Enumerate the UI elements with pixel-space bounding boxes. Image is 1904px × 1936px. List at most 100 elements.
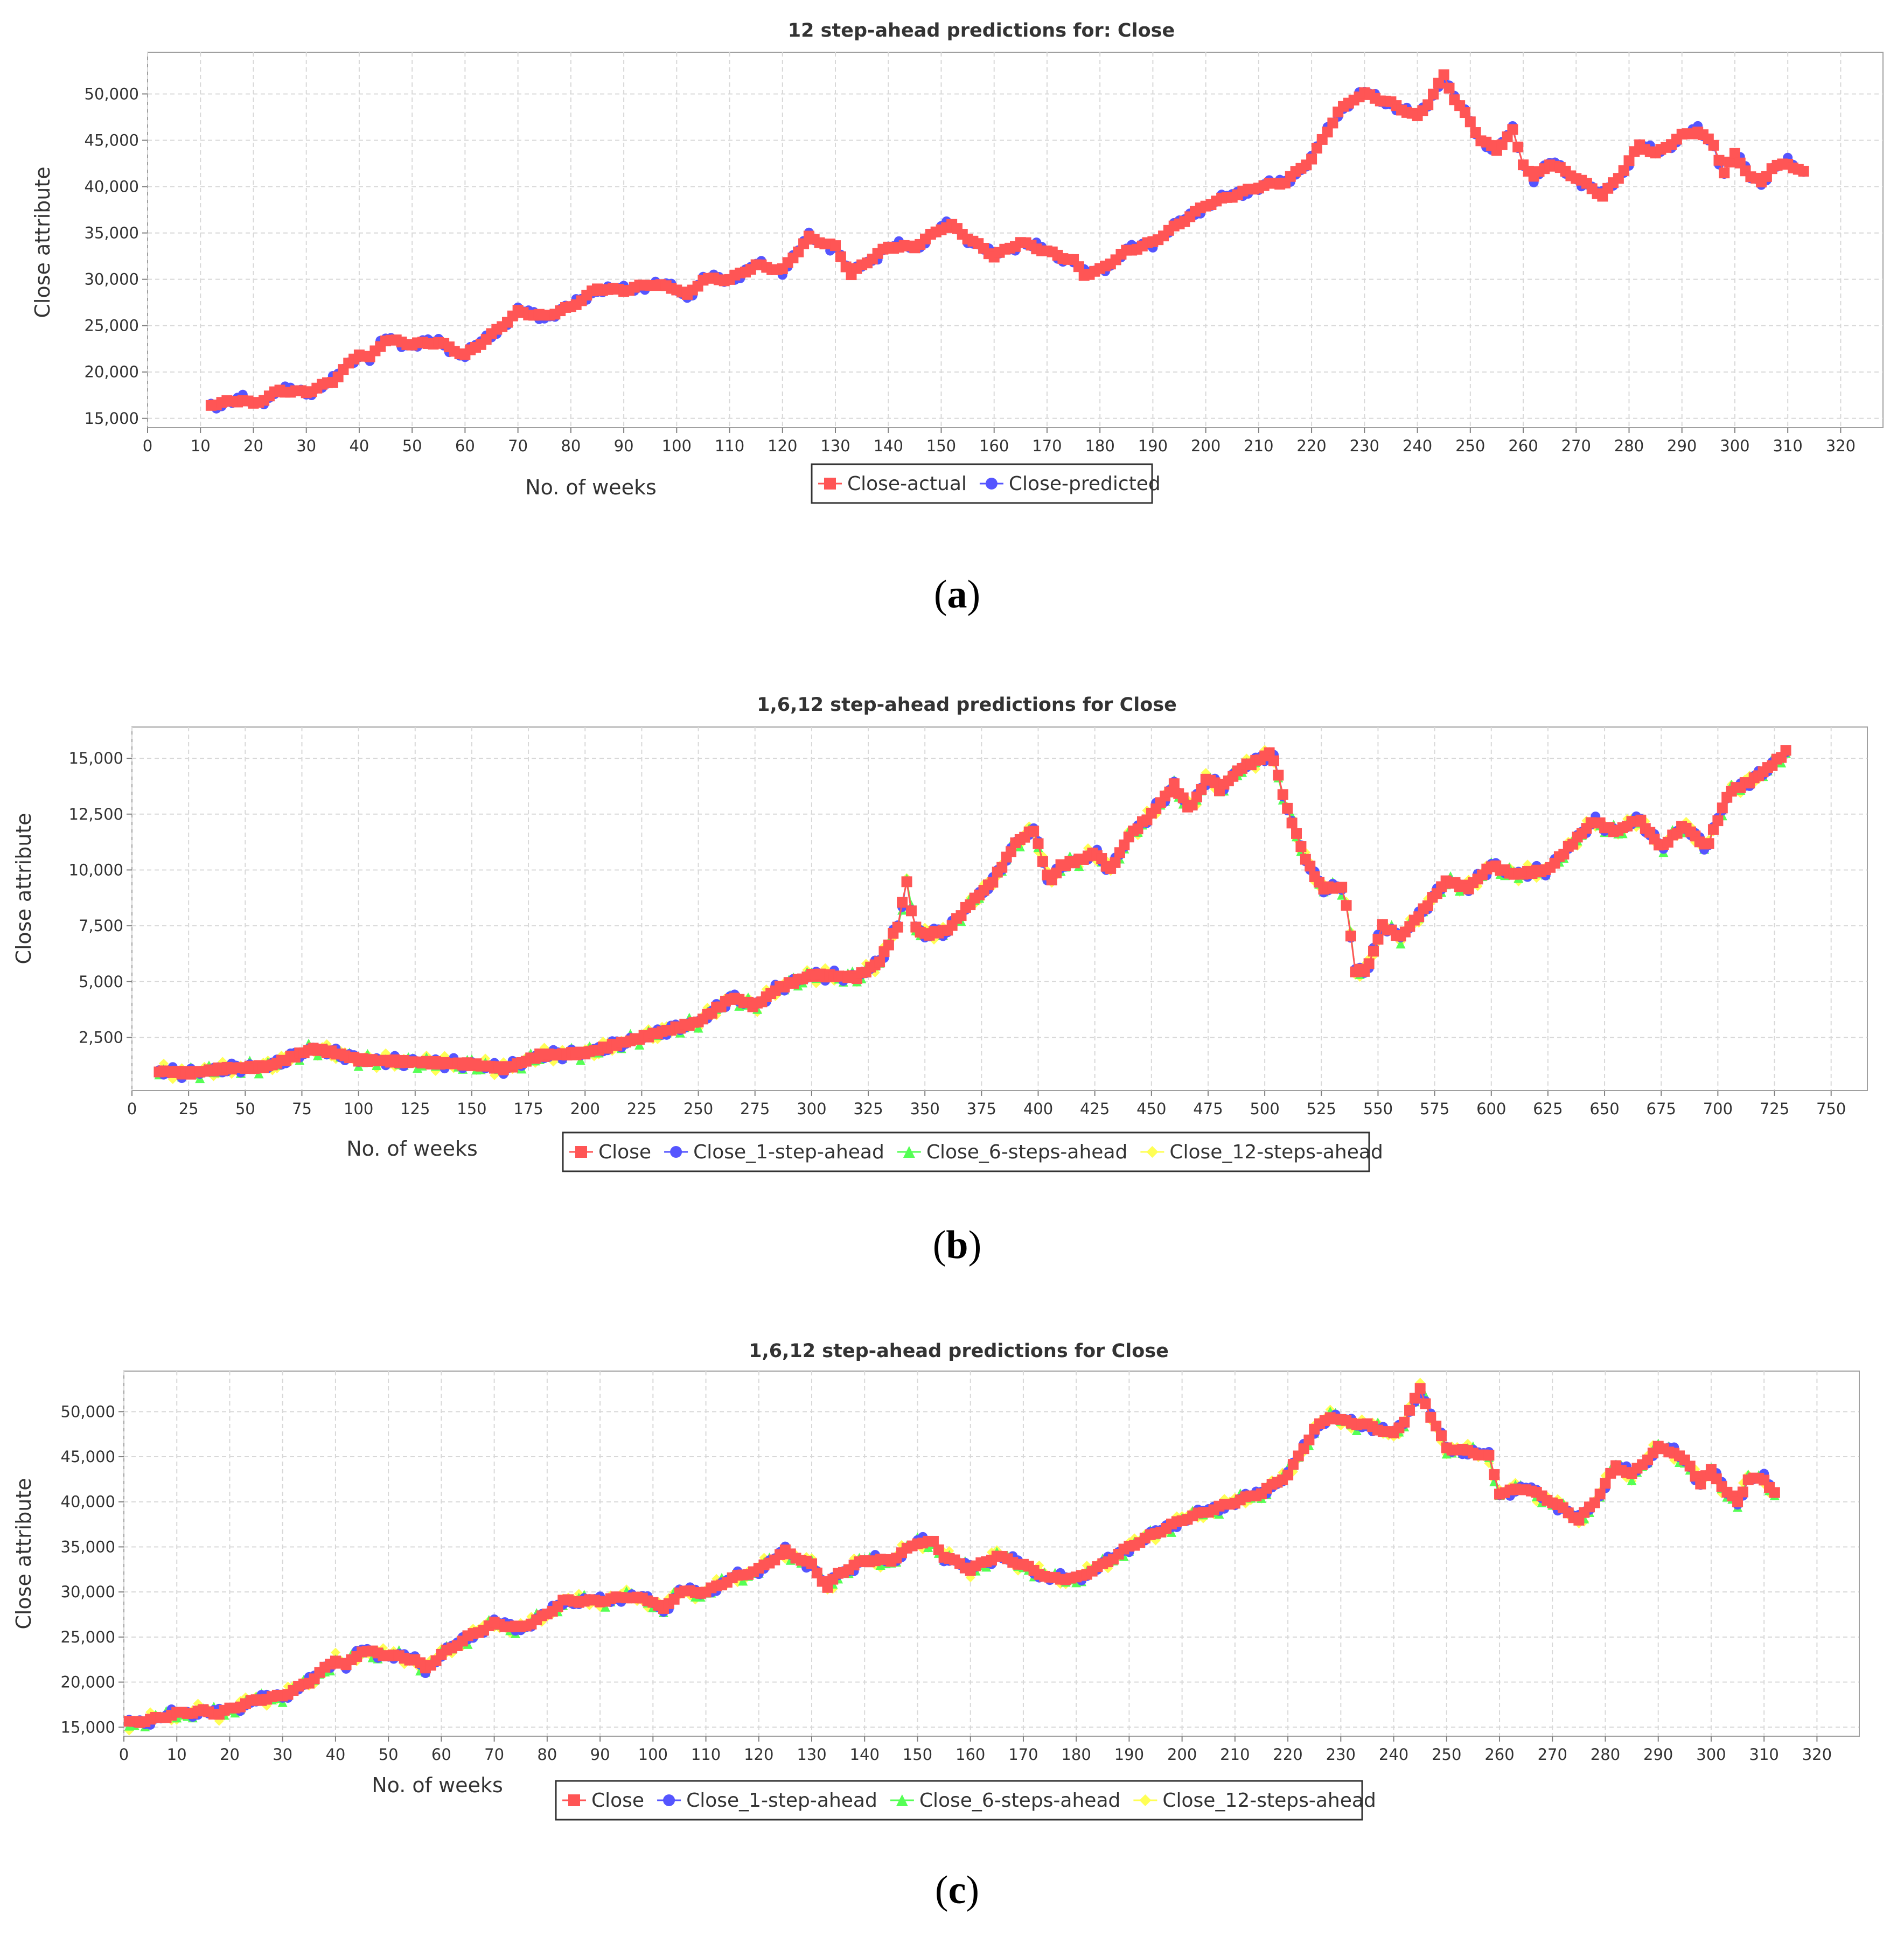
series-point [1464,116,1476,128]
x-tick-label: 250 [1455,437,1485,455]
x-tick-label: 175 [513,1100,543,1118]
x-tick-label: 375 [967,1100,996,1118]
x-tick-label: 80 [561,437,581,455]
series-point [1368,946,1379,957]
x-tick-label: 290 [1643,1745,1673,1764]
x-tick-label: 280 [1614,437,1644,455]
series-point [1327,117,1338,129]
series-point [1623,155,1635,166]
grid [123,1371,1859,1736]
series-point [822,1582,833,1593]
y-axis-label: Close attribute [31,166,54,318]
chart-title: 1,6,12 step-ahead predictions for Close [757,694,1177,716]
x-tick-label: 180 [1061,1745,1091,1764]
series-point [1051,868,1062,879]
series-point [1305,861,1316,872]
x-tick-label: 160 [956,1745,985,1764]
x-tick-label: 120 [768,437,797,455]
series-point [1435,1430,1447,1442]
series [154,745,1791,1085]
x-tick-label: 575 [1420,1100,1449,1118]
series-point [1703,838,1714,849]
x-tick-label: 280 [1591,1745,1620,1764]
legend-marker [903,1146,915,1158]
series-markers-0 [154,745,1791,1080]
y-axis-label: Close attribute [12,1478,36,1629]
legend-marker [1139,1794,1152,1806]
x-tick-label: 0 [143,437,152,455]
series-point [1409,1393,1420,1404]
series-point [901,876,912,887]
x-tick-label: 150 [903,1745,932,1764]
series-point [905,905,917,917]
x-tick-label: 225 [627,1100,657,1118]
series-point [1713,155,1725,166]
x-tick-label: 475 [1193,1100,1223,1118]
x-tick-label: 130 [797,1745,826,1764]
x-tick-label: 150 [926,437,956,455]
y-tick-label: 45,000 [85,131,139,149]
legend-marker [824,478,836,490]
series-point [1717,802,1728,814]
x-tick-label: 160 [979,437,1009,455]
series-point [996,862,1008,873]
legend-label: Close_1-step-ahead [686,1790,877,1812]
series-point [956,910,967,921]
legend-marker [568,1794,580,1806]
x-tick-label: 220 [1296,437,1326,455]
y-tick-label: 10,000 [69,861,123,879]
series-markers-0 [123,1383,1780,1728]
series-markers-0 [205,69,1809,411]
x-axis-label: No. of weeks [525,476,657,499]
series-point [1705,1464,1717,1475]
x-tick-label: 25 [179,1100,199,1118]
chart-title: 1,6,12 step-ahead predictions for Close [749,1340,1169,1362]
legend-marker [896,1794,908,1806]
series-point [1470,127,1481,138]
series-point [811,1567,822,1578]
x-tick-label: 600 [1476,1100,1506,1118]
x-tick-label: 230 [1350,437,1379,455]
series-point [158,1058,169,1068]
series-point [811,979,821,989]
series-point [1428,88,1439,100]
series-point [1277,789,1288,800]
y-tick-label: 35,000 [85,224,139,242]
x-tick-label: 150 [457,1100,486,1118]
series-point [1168,778,1180,789]
series [205,69,1809,414]
x-tick-label: 70 [484,1745,504,1764]
series-point [738,1576,748,1586]
panel-label-a: (a) [933,572,981,617]
y-tick-label: 35,000 [61,1537,115,1556]
series-point [1322,127,1333,138]
series-point [1345,931,1356,942]
legend: Close Close_1-step-ahead Close_6-steps-ahe… [555,1780,1376,1821]
axes: 0 10 20 30 40 50 60 70 80 90 100 110 120 130 140 150 160… [61,1402,1832,1764]
x-tick-label: 10 [191,437,211,455]
series-point [1187,799,1198,810]
series-point [1459,107,1470,118]
chart-a: 12 step-ahead predictions for: Close 0 10… [31,20,1884,504]
y-tick-label: 25,000 [85,317,139,335]
series-point [883,939,894,950]
series-point [330,1647,340,1658]
x-tick-label: 80 [537,1745,557,1764]
series-point [892,921,903,933]
legend-box [555,1780,1363,1821]
x-tick-label: 20 [220,1745,240,1764]
series-point [1627,1476,1637,1486]
series-point [1724,156,1735,167]
y-tick-label: 45,000 [61,1448,115,1466]
series-point [1404,1404,1415,1416]
series-point [1363,958,1375,969]
series-point [1707,824,1719,835]
series-point [1433,78,1444,89]
series-point [1303,1434,1315,1445]
series-point [430,1066,441,1076]
series-point [1341,900,1352,911]
x-tick-label: 75 [292,1100,312,1118]
series-point [1420,1398,1431,1409]
x-tick-label: 300 [1720,437,1749,455]
y-axis-label: Close attribute [12,813,36,964]
